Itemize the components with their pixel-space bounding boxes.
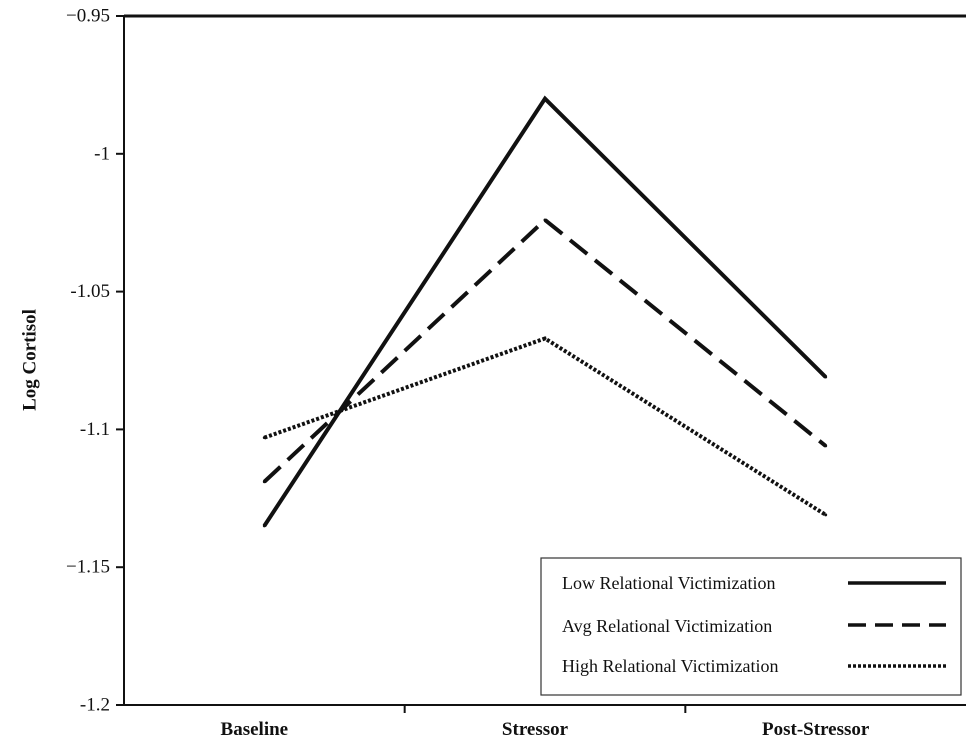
legend-item-high: High Relational Victimization — [562, 656, 946, 676]
y-axis-title: Log Cortisol — [20, 309, 41, 411]
legend-label-low: Low Relational Victimization — [562, 573, 776, 593]
y-tick-label: -1.05 — [70, 281, 110, 302]
data-point — [543, 97, 547, 101]
series-line-avg — [262, 217, 827, 484]
y-tick-label: -1.1 — [80, 419, 110, 440]
data-point — [824, 444, 828, 448]
x-categories: Baseline Stressor Post-Stressor — [221, 705, 870, 740]
y-tick-label: -1.2 — [80, 695, 110, 716]
data-point — [543, 218, 547, 222]
x-category-label: Post-Stressor — [762, 719, 870, 740]
y-tick-label: -1 — [94, 143, 110, 164]
x-category-label: Baseline — [221, 719, 289, 740]
data-point — [262, 436, 266, 440]
y-tick-label: −0.95 — [66, 6, 110, 27]
y-tick-label: −1.15 — [66, 557, 110, 578]
data-point — [824, 375, 828, 379]
legend: Low Relational Victimization Avg Relatio… — [540, 557, 962, 696]
legend-item-low: Low Relational Victimization — [562, 573, 946, 593]
x-category-label: Stressor — [502, 719, 569, 740]
data-point — [824, 513, 828, 517]
data-point — [543, 336, 547, 340]
legend-label-high: High Relational Victimization — [562, 656, 779, 676]
y-ticks: −0.95 -1 -1.05 -1.1 −1.15 -1.2 — [66, 6, 124, 716]
axes — [123, 14, 966, 706]
data-point — [262, 480, 266, 484]
data-point — [262, 524, 266, 528]
series-lines — [262, 95, 828, 528]
legend-label-avg: Avg Relational Victimization — [562, 616, 772, 636]
legend-item-avg: Avg Relational Victimization — [562, 616, 946, 636]
